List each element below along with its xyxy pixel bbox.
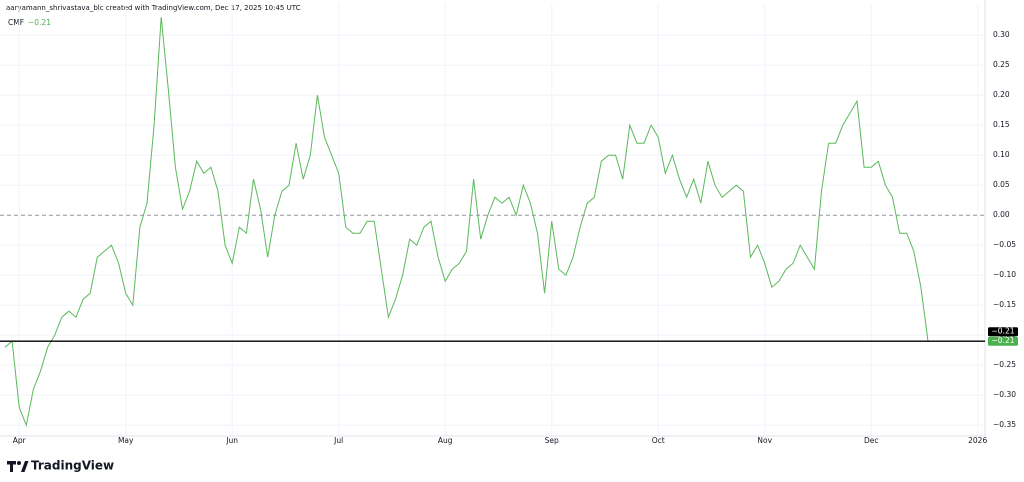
y-tick-label: −0.30	[993, 390, 1016, 399]
last-value-label: −0.21	[992, 336, 1015, 345]
x-tick-label: Sep	[545, 436, 559, 445]
x-tick-label: Dec	[864, 436, 879, 445]
last-value-label: −0.21	[992, 327, 1015, 336]
x-tick-label: Oct	[652, 436, 665, 445]
x-tick-label: Apr	[13, 436, 27, 445]
brand-name: TradingView	[31, 459, 114, 473]
y-tick-label: 0.25	[993, 60, 1010, 69]
attribution: aaryamann_shrivastava_blc created with T…	[6, 4, 301, 12]
y-tick-label: −0.25	[993, 360, 1016, 369]
y-tick-label: 0.30	[993, 30, 1010, 39]
x-tick-label: Jul	[333, 436, 343, 445]
y-tick-label: 0.20	[993, 90, 1010, 99]
y-tick-label: 0.05	[993, 180, 1010, 189]
y-tick-label: 0.15	[993, 120, 1010, 129]
last-value-tag-green	[988, 336, 1018, 346]
y-tick-label: 0.10	[993, 150, 1010, 159]
y-tick-label: −0.35	[993, 420, 1016, 429]
legend-name: CMF	[8, 18, 24, 27]
last-value-tag-black	[988, 327, 1018, 337]
x-tick-label: Jun	[225, 436, 238, 445]
x-tick-label: May	[118, 436, 134, 445]
legend-value: −0.21	[28, 18, 51, 27]
y-tick-label: −0.05	[993, 240, 1016, 249]
cmf-line	[4, 17, 929, 427]
brand-logo	[7, 461, 29, 472]
x-tick-label: 2026	[968, 436, 987, 445]
y-tick-label: −0.15	[993, 300, 1016, 309]
y-tick-label: 0.00	[993, 210, 1010, 219]
x-tick-label: Nov	[757, 436, 772, 445]
x-tick-label: Aug	[438, 436, 453, 445]
y-tick-label: −0.10	[993, 270, 1016, 279]
